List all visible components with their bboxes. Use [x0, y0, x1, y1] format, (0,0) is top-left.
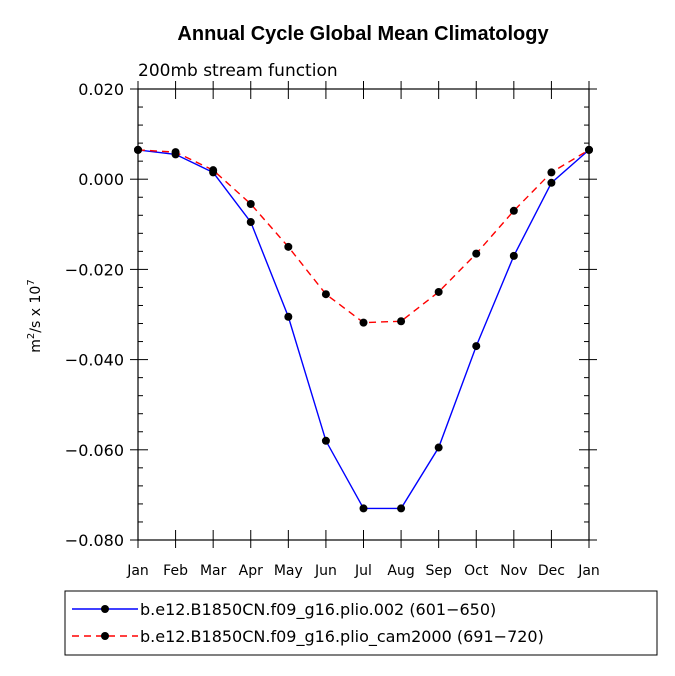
- legend-label: b.e12.B1850CN.f09_g16.plio_cam2000 (691−…: [140, 627, 544, 647]
- x-tick-label: Dec: [538, 563, 565, 579]
- data-point: [359, 318, 368, 327]
- x-tick-label: Jan: [577, 563, 600, 579]
- data-point: [359, 504, 368, 513]
- series-line: [137, 149, 590, 324]
- data-point: [171, 148, 180, 157]
- x-tick-label: Feb: [163, 563, 188, 579]
- legend-marker: [101, 632, 109, 640]
- y-tick-label: −0.060: [65, 441, 124, 460]
- x-tick-labels: Jan Feb Mar Apr May Jun Jul Aug Sep Oct Nov Dec Jan: [126, 563, 600, 579]
- series-line: [137, 149, 590, 510]
- data-point: [434, 287, 443, 296]
- data-point: [547, 168, 556, 177]
- x-tick-label: Mar: [200, 563, 227, 579]
- data-point: [284, 312, 293, 321]
- legend-label: b.e12.B1850CN.f09_g16.plio.002 (601−650): [140, 600, 496, 620]
- data-point: [246, 218, 255, 227]
- x-tick-label: Apr: [239, 563, 263, 579]
- y-tick-labels: 0.020 0.000 −0.020 −0.040 −0.060 −0.080: [65, 80, 124, 550]
- y-tick-label: 0.020: [78, 80, 124, 99]
- data-point: [209, 166, 218, 175]
- tick-marks: [130, 81, 597, 548]
- x-tick-label: Jan: [126, 563, 149, 579]
- legend-box: [64, 590, 658, 656]
- x-tick-label: Oct: [464, 563, 489, 579]
- data-point: [472, 342, 481, 351]
- x-tick-label: May: [274, 563, 303, 579]
- x-tick-label: Jun: [314, 563, 337, 579]
- plot-frame: [137, 88, 590, 541]
- y-axis-label: m2/s x 107: [26, 279, 44, 352]
- data-point: [547, 178, 556, 187]
- data-point: [321, 436, 330, 445]
- legend: b.e12.B1850CN.f09_g16.plio.002 (601−650)…: [64, 590, 658, 656]
- chart-subtitle: 200mb stream function: [138, 61, 338, 81]
- data-point: [246, 200, 255, 209]
- x-tick-label: Nov: [500, 563, 527, 579]
- x-tick-label: Jul: [354, 563, 372, 579]
- legend-marker: [101, 605, 109, 613]
- data-point: [509, 206, 518, 215]
- y-tick-label: −0.080: [65, 531, 124, 550]
- data-point: [397, 504, 406, 513]
- data-point: [397, 317, 406, 326]
- series-layer: [134, 145, 593, 513]
- y-tick-label: −0.040: [65, 351, 124, 370]
- chart-title: Annual Cycle Global Mean Climatology: [177, 23, 549, 45]
- data-point: [434, 443, 443, 452]
- x-tick-label: Aug: [387, 563, 414, 579]
- y-tick-label: 0.000: [78, 170, 124, 189]
- x-tick-label: Sep: [425, 563, 452, 579]
- data-point: [321, 290, 330, 299]
- data-point: [284, 242, 293, 251]
- y-tick-label: −0.020: [65, 260, 124, 279]
- data-point: [472, 249, 481, 258]
- data-point: [509, 251, 518, 260]
